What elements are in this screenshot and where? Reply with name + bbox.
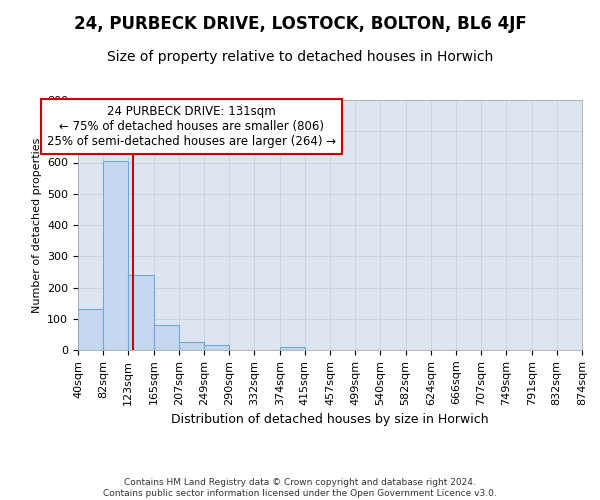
Y-axis label: Number of detached properties: Number of detached properties	[32, 138, 41, 312]
Text: Contains HM Land Registry data © Crown copyright and database right 2024.
Contai: Contains HM Land Registry data © Crown c…	[103, 478, 497, 498]
Bar	[179, 342, 205, 350]
Text: 24, PURBECK DRIVE, LOSTOCK, BOLTON, BL6 4JF: 24, PURBECK DRIVE, LOSTOCK, BOLTON, BL6 …	[74, 15, 526, 33]
Bar	[154, 325, 179, 350]
Bar	[128, 275, 154, 350]
Text: Size of property relative to detached houses in Horwich: Size of property relative to detached ho…	[107, 50, 493, 64]
Bar	[103, 161, 128, 350]
X-axis label: Distribution of detached houses by size in Horwich: Distribution of detached houses by size …	[171, 413, 489, 426]
Text: 24 PURBECK DRIVE: 131sqm
← 75% of detached houses are smaller (806)
25% of semi-: 24 PURBECK DRIVE: 131sqm ← 75% of detach…	[47, 104, 336, 148]
Bar	[205, 346, 229, 350]
Bar	[280, 347, 305, 350]
Bar	[78, 310, 103, 350]
